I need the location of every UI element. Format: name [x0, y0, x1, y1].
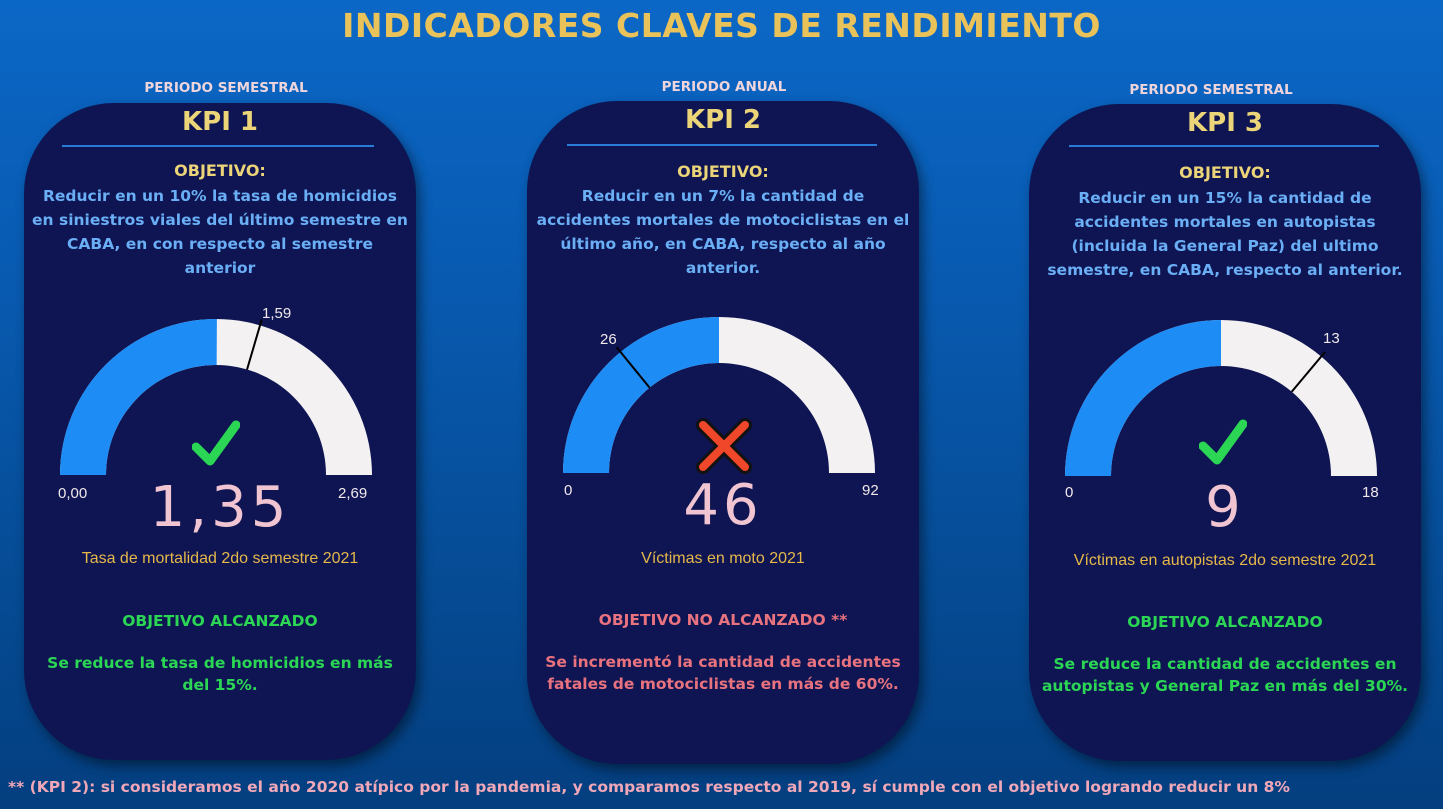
kpi1-gauge-max: 2,69 — [338, 485, 368, 502]
kpi1-gauge-target: 1,59 — [262, 305, 292, 322]
kpi1-description: Se reduce la tasa de homicidios en más d… — [47, 654, 393, 694]
kpi2-gauge — [563, 317, 875, 473]
kpi2-title: KPI 2 — [684, 105, 762, 135]
kpi3-gauge — [1065, 320, 1377, 476]
kpi2-divider — [567, 144, 877, 146]
kpi3-objective-label: OBJETIVO: — [1179, 163, 1271, 182]
gauge-target-marker — [246, 319, 263, 370]
kpi3-gauge-max: 18 — [1362, 484, 1379, 501]
kpi3-period: PERIODO SEMESTRAL — [1129, 82, 1293, 98]
kpi3-caption: Víctimas en autopistas 2do semestre 2021 — [1073, 552, 1377, 569]
gauge-fill — [1065, 320, 1221, 476]
kpi1-status: OBJETIVO ALCANZADO — [122, 612, 318, 630]
kpi1-value: 1,35 — [149, 475, 291, 540]
gauge-fill — [563, 317, 719, 473]
kpi1-caption: Tasa de mortalidad 2do semestre 2021 — [81, 550, 359, 567]
kpi2-gauge-max: 92 — [862, 482, 879, 499]
cross-icon — [695, 417, 753, 479]
kpi2-period: PERIODO ANUAL — [661, 79, 787, 95]
page-title: INDICADORES CLAVES DE RENDIMIENTO — [342, 6, 1101, 45]
kpi1-period: PERIODO SEMESTRAL — [144, 80, 308, 96]
kpi2-card: KPI 2 OBJETIVO: Reducir en un 7% la cant… — [527, 101, 919, 764]
kpi2-description: Se incrementó la cantidad de accidentes … — [545, 653, 901, 693]
kpi3-title: KPI 3 — [1186, 108, 1264, 138]
kpi1-objective-label: OBJETIVO: — [174, 161, 266, 180]
kpi1-title: KPI 1 — [181, 107, 259, 137]
kpi2-value: 46 — [683, 473, 763, 538]
kpi2-objective-label: OBJETIVO: — [677, 162, 769, 181]
kpi3-card: KPI 3 OBJETIVO: Reducir en un 15% la can… — [1029, 104, 1421, 761]
kpi2-caption: Víctimas en moto 2021 — [641, 550, 805, 567]
kpi2-objective-text: Reducir en un 7% la cantidad de accident… — [536, 187, 910, 277]
kpi3-objective-text: Reducir en un 15% la cantidad de acciden… — [1047, 189, 1403, 279]
gauge-target-marker — [1290, 351, 1326, 393]
gauge-fill — [60, 319, 217, 475]
kpi1-card: KPI 1 OBJETIVO: Reducir en un 10% la tas… — [24, 103, 416, 760]
kpi1-gauge — [60, 319, 372, 475]
kpi1-divider — [62, 145, 374, 147]
kpi3-gauge-min: 0 — [1065, 484, 1074, 501]
check-icon — [191, 419, 241, 473]
kpi1-gauge-min: 0,00 — [58, 485, 88, 502]
kpi2-gauge-min: 0 — [564, 482, 573, 499]
check-icon — [1198, 418, 1248, 472]
kpi3-gauge-target: 13 — [1323, 330, 1340, 347]
kpi3-description: Se reduce la cantidad de accidentes en a… — [1041, 655, 1409, 695]
footnote: ** (KPI 2): si consideramos el año 2020 … — [8, 778, 1290, 796]
kpi1-objective-text: Reducir en un 10% la tasa de homicidios … — [32, 187, 408, 277]
kpi3-value: 9 — [1205, 475, 1245, 540]
kpi2-gauge-target: 26 — [600, 331, 617, 348]
kpi2-status: OBJETIVO NO ALCANZADO ** — [598, 611, 848, 629]
kpi3-divider — [1069, 145, 1379, 147]
gauge-target-marker — [615, 346, 651, 389]
kpi3-status: OBJETIVO ALCANZADO — [1127, 613, 1323, 631]
